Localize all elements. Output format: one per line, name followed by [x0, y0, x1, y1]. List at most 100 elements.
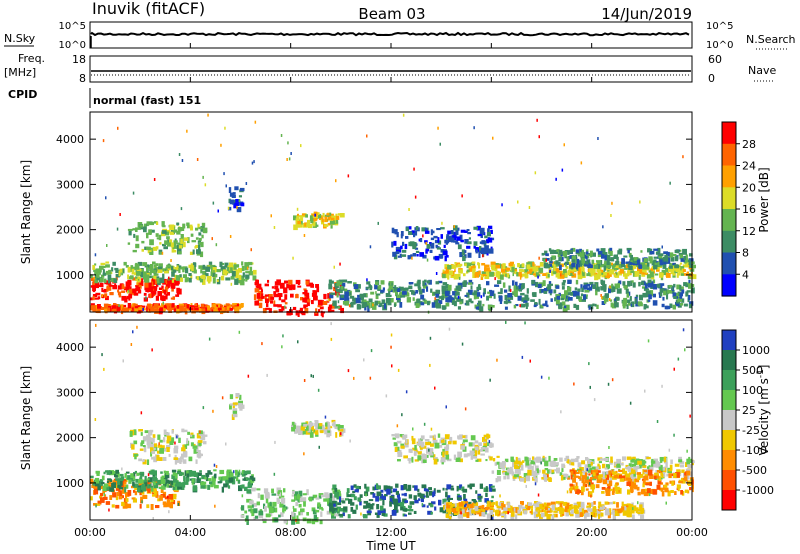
- scatter-cell: [627, 280, 631, 287]
- scatter-cell: [306, 512, 309, 516]
- scatter-cell: [669, 464, 673, 471]
- scatter-cell: [160, 479, 166, 485]
- scatter-cell: [262, 308, 267, 314]
- scatter-cell: [515, 286, 518, 290]
- scatter-cell: [577, 254, 581, 257]
- scatter-cell: [217, 307, 222, 311]
- scatter-cell: [293, 508, 297, 512]
- scatter-cell: [567, 250, 570, 255]
- scatter-cell: [318, 309, 321, 312]
- scatter-cell: [186, 438, 189, 444]
- scatter-cell: [154, 221, 158, 224]
- scatter-cell: [100, 492, 104, 497]
- scatter-cell: [449, 485, 454, 488]
- scatter-cell: [659, 272, 664, 277]
- scatter-cell: [612, 487, 615, 493]
- scatter-cell: [303, 501, 306, 507]
- scatter-cell: [262, 519, 267, 524]
- scatter-cell: [578, 264, 582, 270]
- scatter-cell: [593, 398, 596, 402]
- scatter-cell: [412, 246, 416, 250]
- scatter-cell: [306, 223, 309, 227]
- scatter-cell: [362, 304, 367, 307]
- scatter-cell: [168, 481, 170, 485]
- scatter-cell: [142, 305, 146, 308]
- scatter-cell: [200, 226, 205, 232]
- scatter-cell: [453, 225, 455, 229]
- scatter-cell: [386, 294, 389, 298]
- scatter-cell: [680, 271, 685, 276]
- scatter-cell: [395, 490, 399, 495]
- scatter-cell: [155, 505, 160, 509]
- scatter-cell: [119, 473, 124, 477]
- scatter-cell: [412, 253, 417, 257]
- scatter-cell: [397, 449, 402, 454]
- scatter-cell: [484, 248, 490, 254]
- scatter-cell: [107, 478, 112, 481]
- scatter-cell: [461, 194, 463, 198]
- scatter-cell: [218, 476, 222, 480]
- scatter-cell: [616, 476, 620, 479]
- scatter-cell: [451, 301, 456, 305]
- scatter-cell: [596, 264, 601, 269]
- scatter-cell: [315, 429, 319, 435]
- scatter-cell: [165, 293, 168, 297]
- scatter-cell: [101, 294, 104, 297]
- scatter-cell: [148, 286, 154, 293]
- scatter-cell: [175, 275, 180, 281]
- scatter-cell: [634, 484, 638, 490]
- scatter-cell: [670, 257, 675, 262]
- scatter-cell: [607, 466, 609, 470]
- scatter-cell: [528, 206, 531, 209]
- scatter-cell: [194, 307, 199, 311]
- scatter-cell: [93, 276, 95, 280]
- scatter-cell: [457, 296, 461, 302]
- scatter-cell: [554, 507, 558, 511]
- scatter-cell: [125, 494, 128, 498]
- scatter-cell: [416, 254, 419, 257]
- scatter-cell: [131, 268, 135, 275]
- scatter-cell: [131, 444, 135, 450]
- scatter-cell: [142, 486, 147, 492]
- scatter-cell: [493, 293, 496, 299]
- scatter-cell: [470, 285, 473, 290]
- scatter-cell: [202, 304, 208, 307]
- scatter-cell: [146, 482, 152, 486]
- scatter-cell: [579, 251, 585, 258]
- scatter-cell: [115, 274, 120, 278]
- scatter-cell: [252, 275, 257, 281]
- scatter-cell: [236, 476, 239, 482]
- scatter-cell: [225, 184, 227, 188]
- scatter-cell: [603, 299, 607, 304]
- scatter-cell: [190, 274, 193, 279]
- scatter-cell: [122, 504, 128, 509]
- scatter-cell: [217, 209, 219, 213]
- scatter-cell: [328, 283, 333, 290]
- scatter-cell: [170, 297, 174, 300]
- scatter-cell: [340, 307, 344, 314]
- scatter-cell: [660, 472, 663, 476]
- scatter-cell: [652, 300, 658, 306]
- scatter-cell: [128, 479, 132, 484]
- scatter-cell: [243, 470, 248, 475]
- scatter-cell: [389, 298, 394, 303]
- scatter-cell: [94, 297, 100, 300]
- scatter-cell: [330, 512, 335, 516]
- scatter-cell: [394, 447, 398, 452]
- scatter-cell: [120, 476, 125, 481]
- scatter-cell: [408, 494, 413, 499]
- scatter-cell: [152, 487, 157, 494]
- scatter-cell: [656, 264, 660, 270]
- scatter-cell: [631, 280, 634, 283]
- scatter-cell: [330, 337, 333, 341]
- scatter-cell: [484, 235, 488, 239]
- scatter-cell: [368, 303, 371, 309]
- scatter-cell: [629, 481, 635, 487]
- scatter-cell: [459, 301, 463, 305]
- scatter-cell: [217, 481, 222, 484]
- scatter-cell: [340, 498, 345, 501]
- scatter-cell: [452, 504, 456, 511]
- scatter-cell: [462, 435, 466, 439]
- scatter-cell: [503, 475, 506, 480]
- scatter-cell: [302, 493, 307, 496]
